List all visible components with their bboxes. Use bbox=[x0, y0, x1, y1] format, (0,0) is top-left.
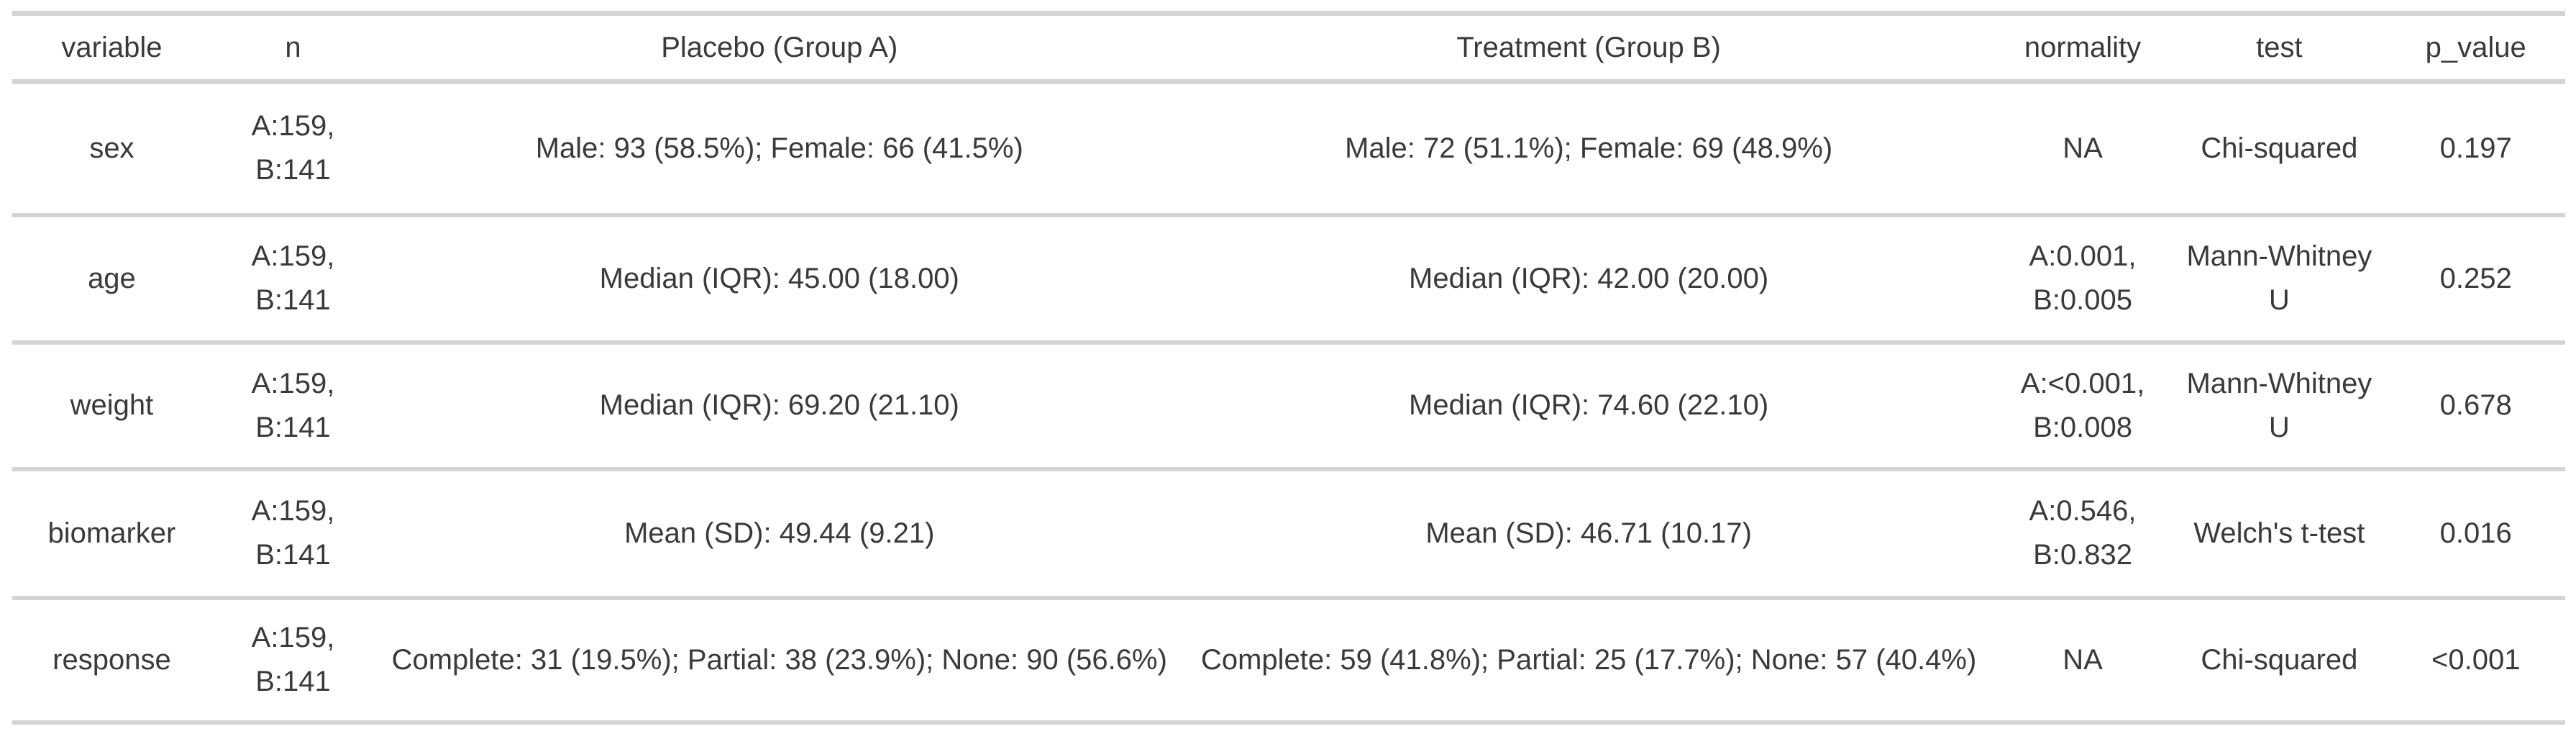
table-cell: A:0.546, B:0.832 bbox=[1993, 468, 2173, 600]
column-header-treatment: Treatment (Group B) bbox=[1184, 11, 1993, 84]
table-cell: A:159, B:141 bbox=[211, 468, 375, 600]
column-header-test: test bbox=[2172, 11, 2387, 84]
table-header-row: variable n Placebo (Group A) Treatment (… bbox=[12, 11, 2565, 84]
table-cell: A:<0.001, B:0.008 bbox=[1993, 342, 2173, 471]
table-cell: Mean (SD): 46.71 (10.17) bbox=[1184, 468, 1993, 600]
table-cell: <0.001 bbox=[2386, 597, 2565, 725]
column-header-p-value: p_value bbox=[2386, 11, 2565, 84]
table-cell: Complete: 31 (19.5%); Partial: 38 (23.9%… bbox=[375, 597, 1184, 725]
table-cell: A:159, B:141 bbox=[211, 214, 375, 345]
column-header-placebo: Placebo (Group A) bbox=[375, 11, 1184, 84]
table-cell: 0.678 bbox=[2386, 342, 2565, 471]
table-row-weight: weight A:159, B:141 Median (IQR): 69.20 … bbox=[12, 342, 2565, 471]
column-header-normality: normality bbox=[1993, 11, 2173, 84]
table-cell: A:159, B:141 bbox=[211, 342, 375, 471]
table-cell: 0.252 bbox=[2386, 214, 2565, 345]
table-cell: response bbox=[12, 597, 211, 725]
table-cell: Chi-squared bbox=[2172, 81, 2387, 217]
table-cell: Male: 93 (58.5%); Female: 66 (41.5%) bbox=[375, 81, 1184, 217]
table-row-sex: sex A:159, B:141 Male: 93 (58.5%); Femal… bbox=[12, 81, 2565, 217]
table-cell: weight bbox=[12, 342, 211, 471]
table-cell: Male: 72 (51.1%); Female: 69 (48.9%) bbox=[1184, 81, 1993, 217]
table-cell: Chi-squared bbox=[2172, 597, 2387, 725]
table-cell: NA bbox=[1993, 597, 2173, 725]
group-comparison-table: variable n Placebo (Group A) Treatment (… bbox=[12, 11, 2565, 725]
table-row-response: response A:159, B:141 Complete: 31 (19.5… bbox=[12, 597, 2565, 725]
table-cell: Median (IQR): 42.00 (20.00) bbox=[1184, 214, 1993, 345]
column-header-variable: variable bbox=[12, 11, 211, 84]
table-cell: 0.197 bbox=[2386, 81, 2565, 217]
table-cell: Mann-Whitney U bbox=[2172, 342, 2387, 471]
table-cell: 0.016 bbox=[2386, 468, 2565, 600]
table-cell: A:159, B:141 bbox=[211, 597, 375, 725]
table-cell: Median (IQR): 69.20 (21.10) bbox=[375, 342, 1184, 471]
table-cell: biomarker bbox=[12, 468, 211, 600]
table-cell: A:159, B:141 bbox=[211, 81, 375, 217]
table-cell: NA bbox=[1993, 81, 2173, 217]
table-cell: Median (IQR): 74.60 (22.10) bbox=[1184, 342, 1993, 471]
table-row-biomarker: biomarker A:159, B:141 Mean (SD): 49.44 … bbox=[12, 468, 2565, 600]
column-header-n: n bbox=[211, 11, 375, 84]
table-cell: age bbox=[12, 214, 211, 345]
table-row-age: age A:159, B:141 Median (IQR): 45.00 (18… bbox=[12, 214, 2565, 345]
table-cell: Welch's t-test bbox=[2172, 468, 2387, 600]
table-cell: Mean (SD): 49.44 (9.21) bbox=[375, 468, 1184, 600]
table-cell: Median (IQR): 45.00 (18.00) bbox=[375, 214, 1184, 345]
table-cell: Mann-Whitney U bbox=[2172, 214, 2387, 345]
table-cell: A:0.001, B:0.005 bbox=[1993, 214, 2173, 345]
table-cell: Complete: 59 (41.8%); Partial: 25 (17.7%… bbox=[1184, 597, 1993, 725]
table-cell: sex bbox=[12, 81, 211, 217]
summary-statistics-table: variable n Placebo (Group A) Treatment (… bbox=[12, 11, 2565, 725]
